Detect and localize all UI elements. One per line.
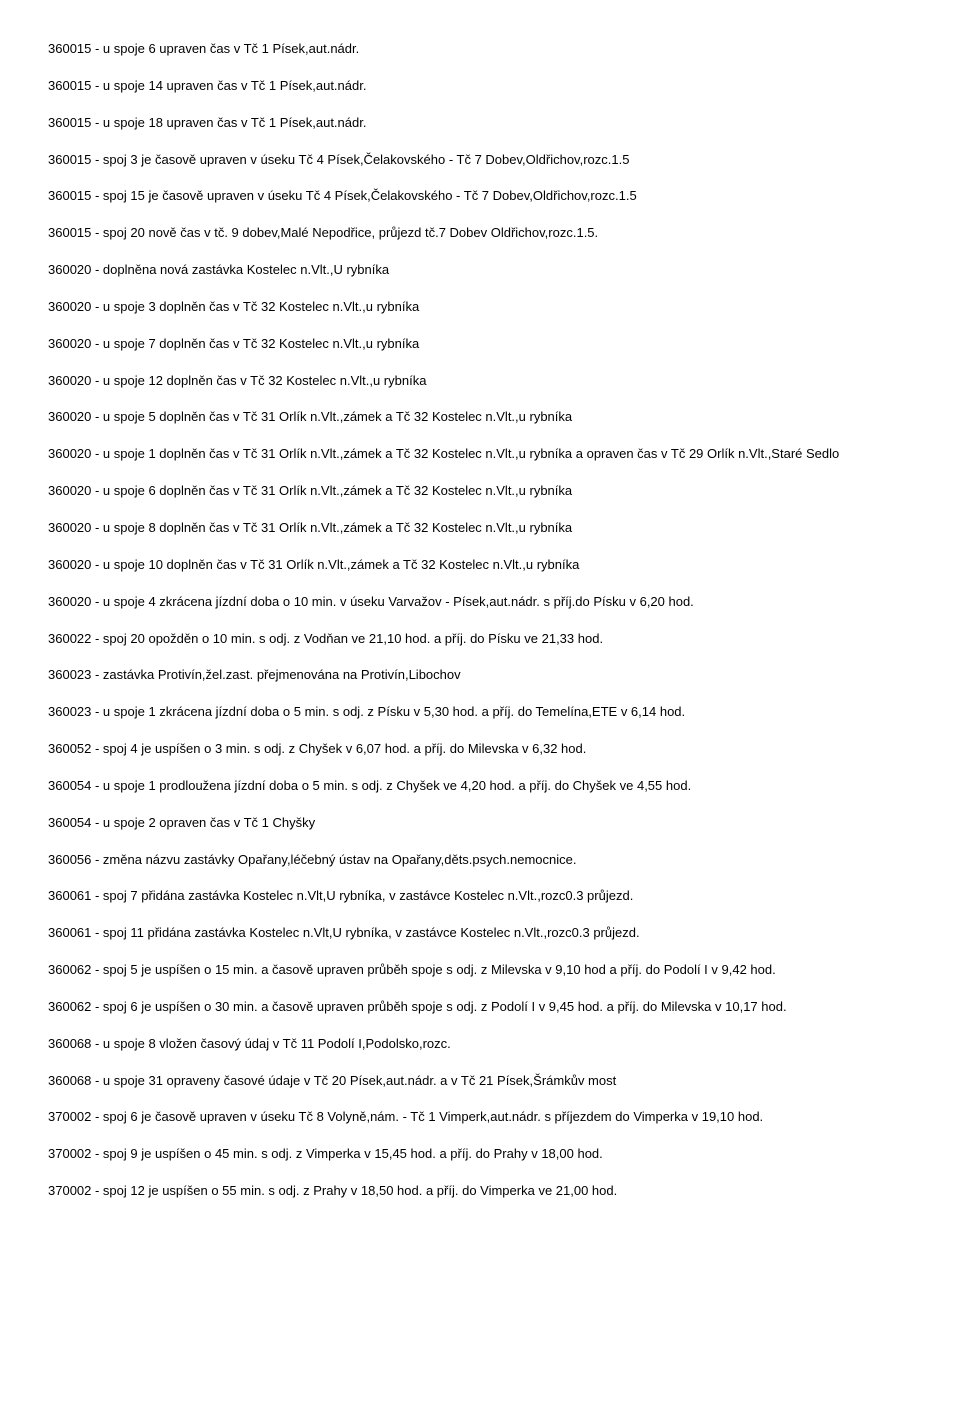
change-entry: 360023 - zastávka Protivín,žel.zast. pře… <box>48 666 912 685</box>
change-entry: 370002 - spoj 6 je časově upraven v úsek… <box>48 1108 912 1127</box>
change-entry: 360023 - u spoje 1 zkrácena jízdní doba … <box>48 703 912 722</box>
change-entry: 360020 - u spoje 5 doplněn čas v Tč 31 O… <box>48 408 912 427</box>
change-entry: 360015 - spoj 15 je časově upraven v úse… <box>48 187 912 206</box>
change-entry: 360020 - u spoje 8 doplněn čas v Tč 31 O… <box>48 519 912 538</box>
change-entry: 360020 - u spoje 12 doplněn čas v Tč 32 … <box>48 372 912 391</box>
change-entry: 360022 - spoj 20 opožděn o 10 min. s odj… <box>48 630 912 649</box>
change-entry: 360054 - u spoje 2 opraven čas v Tč 1 Ch… <box>48 814 912 833</box>
change-entry: 360020 - doplněna nová zastávka Kostelec… <box>48 261 912 280</box>
change-entry: 360068 - u spoje 31 opraveny časové údaj… <box>48 1072 912 1091</box>
change-entry: 360020 - u spoje 3 doplněn čas v Tč 32 K… <box>48 298 912 317</box>
change-entry: 370002 - spoj 12 je uspíšen o 55 min. s … <box>48 1182 912 1201</box>
change-entry: 360068 - u spoje 8 vložen časový údaj v … <box>48 1035 912 1054</box>
change-entry: 360062 - spoj 6 je uspíšen o 30 min. a č… <box>48 998 912 1017</box>
change-entry: 360015 - u spoje 18 upraven čas v Tč 1 P… <box>48 114 912 133</box>
change-entry: 360056 - změna názvu zastávky Opařany,lé… <box>48 851 912 870</box>
change-entry: 370002 - spoj 9 je uspíšen o 45 min. s o… <box>48 1145 912 1164</box>
change-entry: 360020 - u spoje 4 zkrácena jízdní doba … <box>48 593 912 612</box>
change-entry: 360015 - u spoje 6 upraven čas v Tč 1 Pí… <box>48 40 912 59</box>
change-entry: 360054 - u spoje 1 prodloužena jízdní do… <box>48 777 912 796</box>
change-entry: 360015 - spoj 3 je časově upraven v úsek… <box>48 151 912 170</box>
change-entry: 360015 - u spoje 14 upraven čas v Tč 1 P… <box>48 77 912 96</box>
change-entry: 360020 - u spoje 1 doplněn čas v Tč 31 O… <box>48 445 912 464</box>
change-entry: 360015 - spoj 20 nově čas v tč. 9 dobev,… <box>48 224 912 243</box>
change-entry: 360061 - spoj 11 přidána zastávka Kostel… <box>48 924 912 943</box>
document-body: 360015 - u spoje 6 upraven čas v Tč 1 Pí… <box>48 40 912 1201</box>
change-entry: 360052 - spoj 4 je uspíšen o 3 min. s od… <box>48 740 912 759</box>
change-entry: 360020 - u spoje 10 doplněn čas v Tč 31 … <box>48 556 912 575</box>
change-entry: 360020 - u spoje 7 doplněn čas v Tč 32 K… <box>48 335 912 354</box>
change-entry: 360020 - u spoje 6 doplněn čas v Tč 31 O… <box>48 482 912 501</box>
change-entry: 360061 - spoj 7 přidána zastávka Kostele… <box>48 887 912 906</box>
change-entry: 360062 - spoj 5 je uspíšen o 15 min. a č… <box>48 961 912 980</box>
